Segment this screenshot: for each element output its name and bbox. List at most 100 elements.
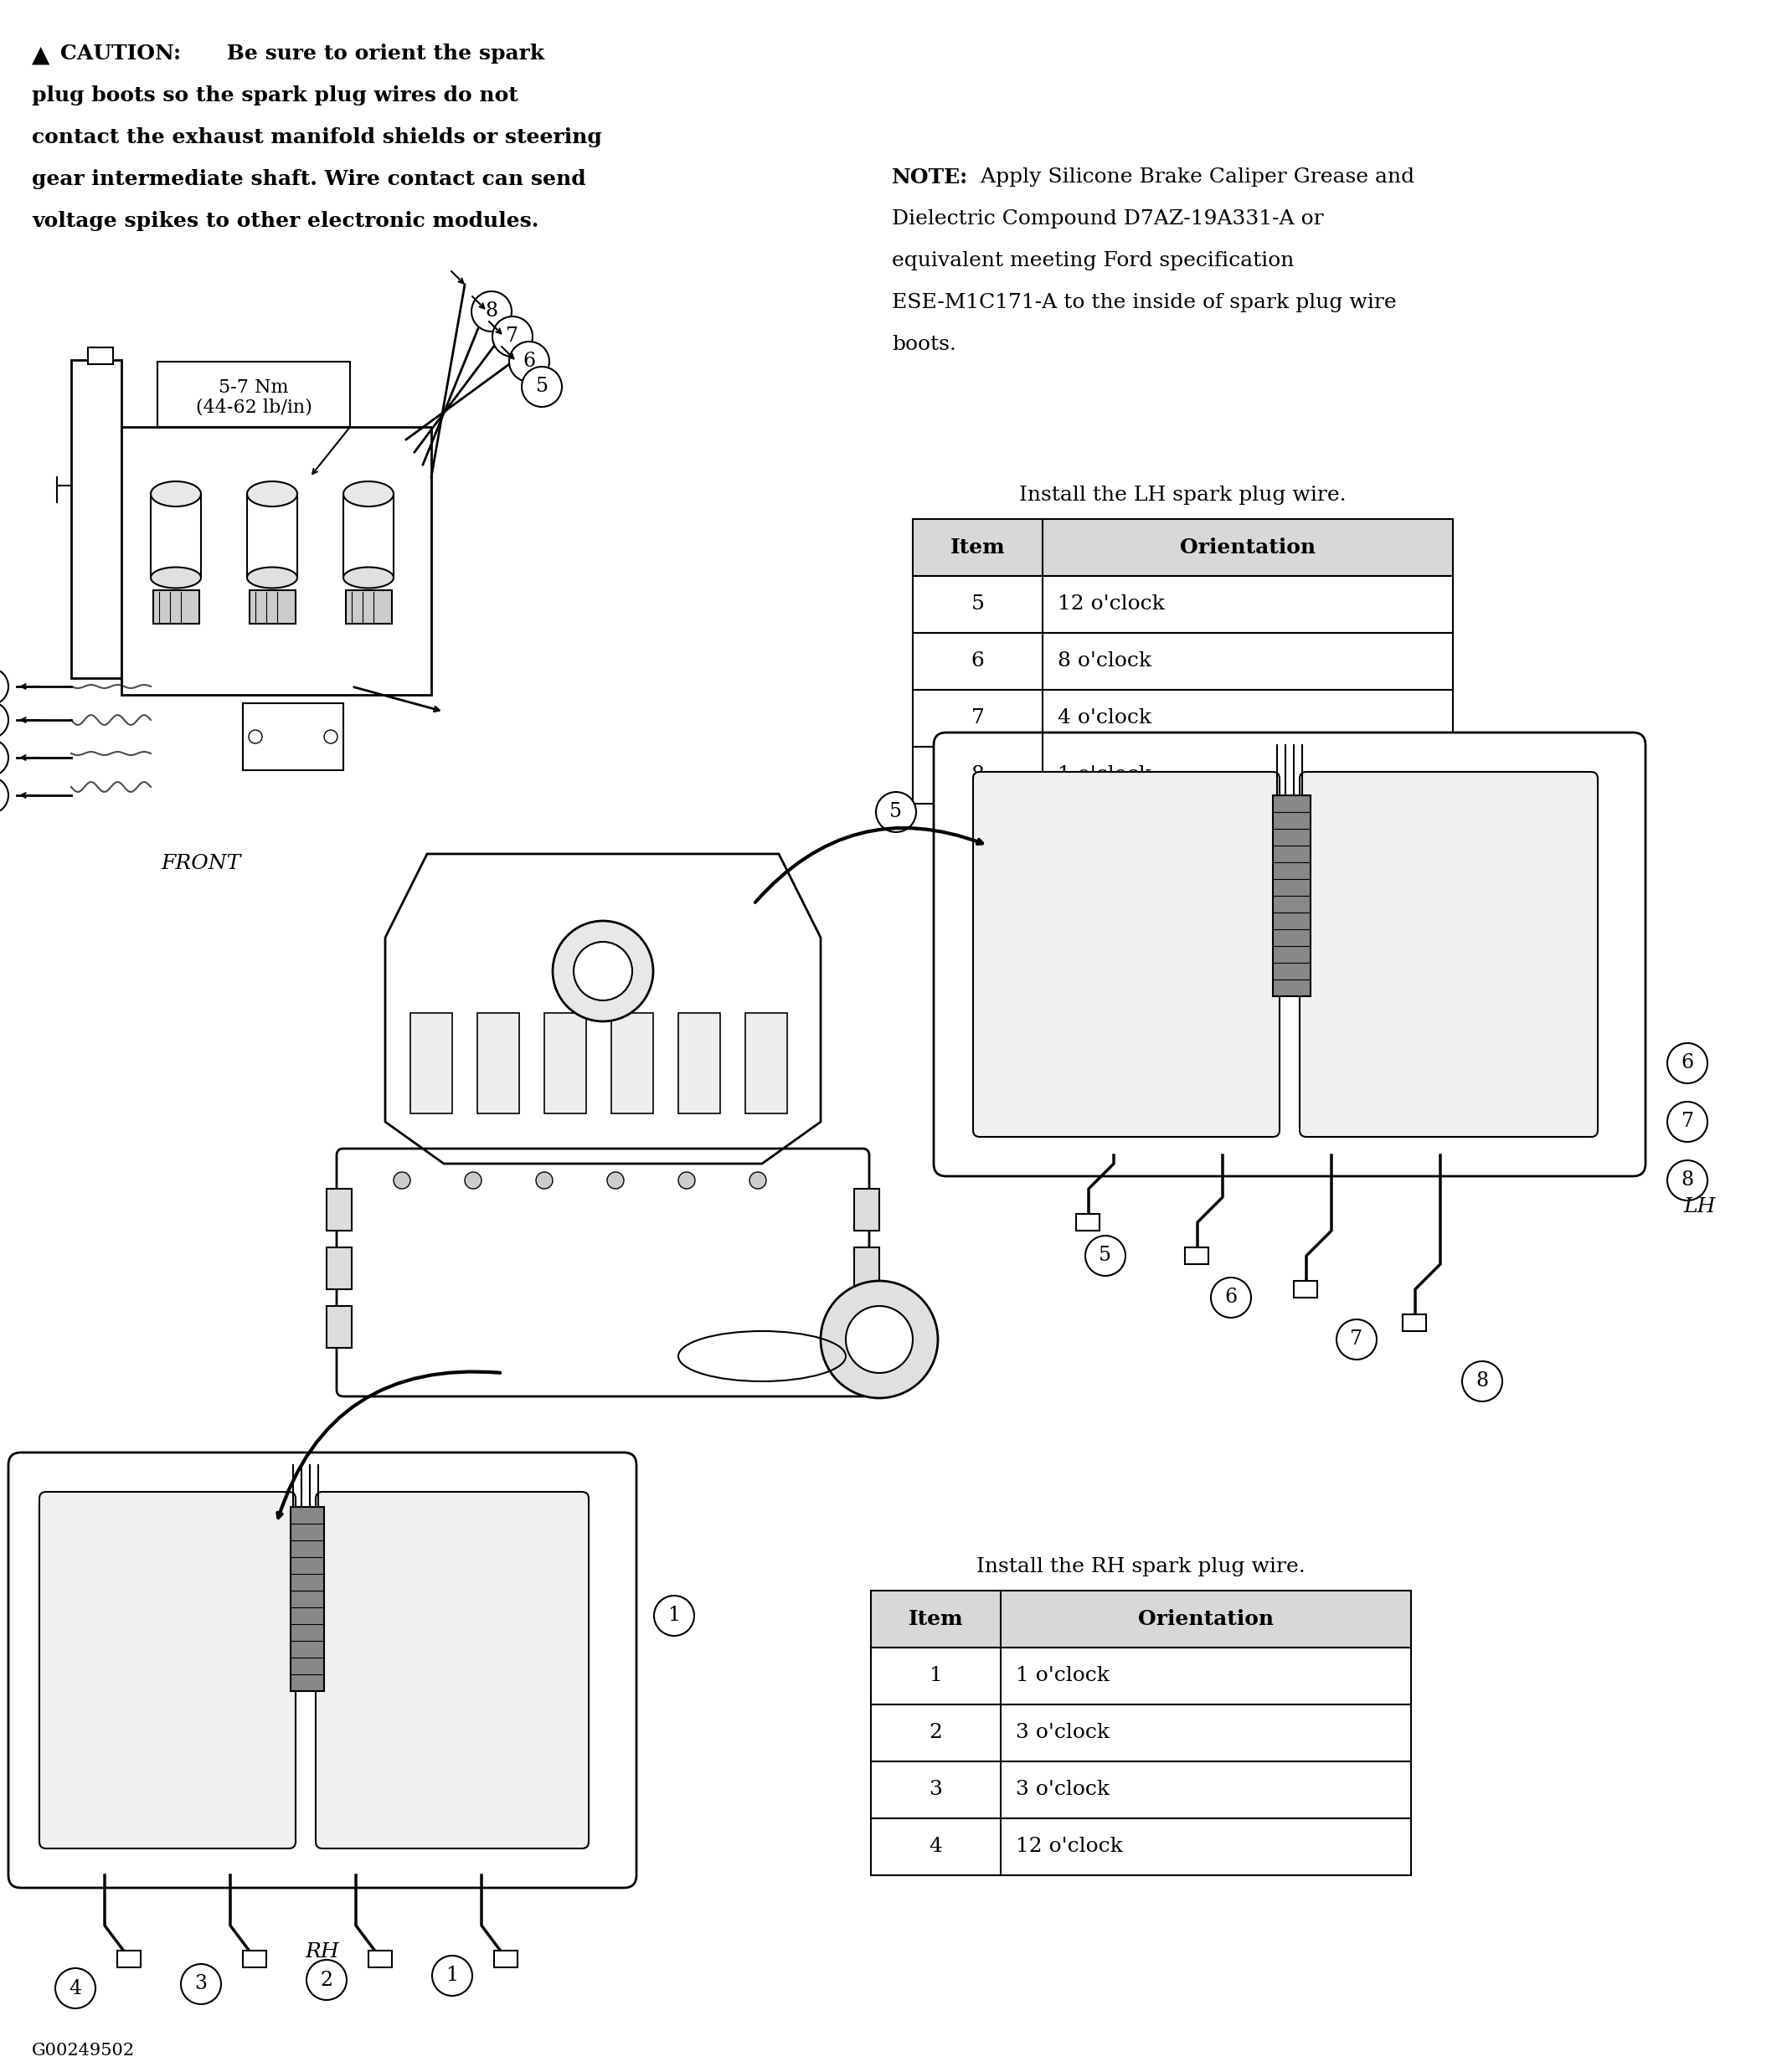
Text: 6: 6: [1680, 1053, 1693, 1073]
Text: ESE-M1C171-A to the inside of spark plug wire: ESE-M1C171-A to the inside of spark plug…: [891, 292, 1397, 313]
Bar: [326, 1189, 351, 1231]
Circle shape: [608, 1173, 624, 1189]
Circle shape: [431, 1956, 472, 1995]
Bar: [249, 591, 296, 624]
FancyBboxPatch shape: [973, 773, 1279, 1138]
Text: G00249502: G00249502: [32, 2043, 135, 2060]
Text: Item: Item: [909, 1610, 964, 1629]
Text: 1 o'clock: 1 o'clock: [1059, 765, 1151, 785]
Bar: [912, 746, 1452, 804]
Text: 6: 6: [971, 653, 984, 671]
Circle shape: [846, 1305, 912, 1374]
Text: equivalent meeting Ford specification: equivalent meeting Ford specification: [891, 251, 1294, 271]
Circle shape: [465, 1173, 481, 1189]
Text: 7: 7: [971, 709, 984, 727]
Circle shape: [0, 667, 9, 704]
Text: Be sure to orient the spark: Be sure to orient the spark: [219, 44, 545, 64]
Circle shape: [654, 1595, 695, 1635]
Circle shape: [679, 1173, 695, 1189]
Bar: [871, 1761, 1411, 1819]
Circle shape: [822, 1280, 937, 1399]
Bar: [871, 1647, 1411, 1705]
Text: 3: 3: [928, 1780, 943, 1798]
Text: Orientation: Orientation: [1139, 1610, 1274, 1629]
Bar: [745, 1013, 788, 1113]
Text: 6: 6: [1224, 1289, 1237, 1307]
Circle shape: [522, 367, 561, 406]
FancyBboxPatch shape: [1299, 773, 1598, 1138]
Circle shape: [552, 920, 654, 1021]
Text: 6: 6: [522, 352, 536, 371]
Text: Item: Item: [950, 537, 1005, 557]
Circle shape: [1212, 1278, 1251, 1318]
Bar: [912, 690, 1452, 746]
Text: 2: 2: [928, 1724, 943, 1743]
Text: LH: LH: [1684, 1198, 1716, 1216]
Text: boots.: boots.: [891, 336, 957, 354]
Circle shape: [750, 1173, 766, 1189]
FancyBboxPatch shape: [39, 1492, 296, 1848]
Text: plug boots so the spark plug wires do not: plug boots so the spark plug wires do no…: [32, 85, 519, 106]
Circle shape: [1336, 1320, 1377, 1359]
Text: 7: 7: [506, 327, 519, 346]
Bar: [71, 361, 121, 678]
Text: 4 o'clock: 4 o'clock: [1059, 709, 1151, 727]
Text: 4: 4: [928, 1838, 943, 1857]
Text: 1: 1: [928, 1666, 943, 1687]
Bar: [242, 702, 344, 771]
Text: 5-7 Nm: 5-7 Nm: [219, 379, 289, 398]
Text: 7: 7: [1351, 1330, 1363, 1349]
Bar: [854, 1189, 879, 1231]
Ellipse shape: [248, 568, 298, 588]
Text: FRONT: FRONT: [160, 854, 241, 872]
Circle shape: [249, 729, 262, 744]
Text: voltage spikes to other electronic modules.: voltage spikes to other electronic modul…: [32, 211, 538, 232]
Ellipse shape: [248, 481, 298, 506]
Text: 8 o'clock: 8 o'clock: [1059, 653, 1151, 671]
FancyBboxPatch shape: [315, 1492, 588, 1848]
Bar: [153, 591, 200, 624]
Ellipse shape: [151, 568, 201, 588]
Ellipse shape: [344, 568, 394, 588]
Text: 8: 8: [1680, 1171, 1693, 1189]
Circle shape: [574, 943, 633, 1001]
Text: 3: 3: [194, 1975, 207, 1993]
Text: 5: 5: [1099, 1245, 1112, 1266]
Bar: [478, 1013, 519, 1113]
Text: 12 o'clock: 12 o'clock: [1059, 595, 1165, 613]
Text: Apply Silicone Brake Caliper Grease and: Apply Silicone Brake Caliper Grease and: [975, 168, 1415, 186]
Bar: [494, 1950, 517, 1966]
Text: 3 o'clock: 3 o'clock: [1016, 1724, 1110, 1743]
Text: Orientation: Orientation: [1180, 537, 1315, 557]
Bar: [611, 1013, 654, 1113]
Bar: [544, 1013, 586, 1113]
Text: 5: 5: [971, 595, 984, 613]
Bar: [912, 576, 1452, 632]
Bar: [871, 1705, 1411, 1761]
Text: Install the LH spark plug wire.: Install the LH spark plug wire.: [1019, 485, 1347, 506]
Bar: [679, 1013, 720, 1113]
Circle shape: [324, 729, 337, 744]
Text: 1: 1: [446, 1966, 458, 1985]
Text: 7: 7: [1680, 1113, 1693, 1131]
Text: CAUTION:: CAUTION:: [61, 44, 182, 64]
Text: Install the RH spark plug wire.: Install the RH spark plug wire.: [977, 1558, 1306, 1577]
Bar: [87, 348, 112, 365]
Bar: [121, 427, 431, 694]
Bar: [1076, 1214, 1099, 1231]
Bar: [326, 1247, 351, 1289]
Bar: [854, 1247, 879, 1289]
Text: contact the exhaust manifold shields or steering: contact the exhaust manifold shields or …: [32, 126, 602, 147]
Text: gear intermediate shaft. Wire contact can send: gear intermediate shaft. Wire contact ca…: [32, 170, 586, 189]
Bar: [410, 1013, 453, 1113]
Text: 4: 4: [69, 1979, 82, 1997]
Bar: [242, 1950, 266, 1966]
Circle shape: [1668, 1160, 1707, 1200]
Bar: [346, 591, 392, 624]
Circle shape: [1668, 1102, 1707, 1142]
Text: ▲: ▲: [32, 44, 50, 66]
Circle shape: [55, 1968, 96, 2008]
Circle shape: [472, 292, 511, 332]
Bar: [326, 1305, 351, 1349]
Text: 8: 8: [1475, 1372, 1488, 1390]
